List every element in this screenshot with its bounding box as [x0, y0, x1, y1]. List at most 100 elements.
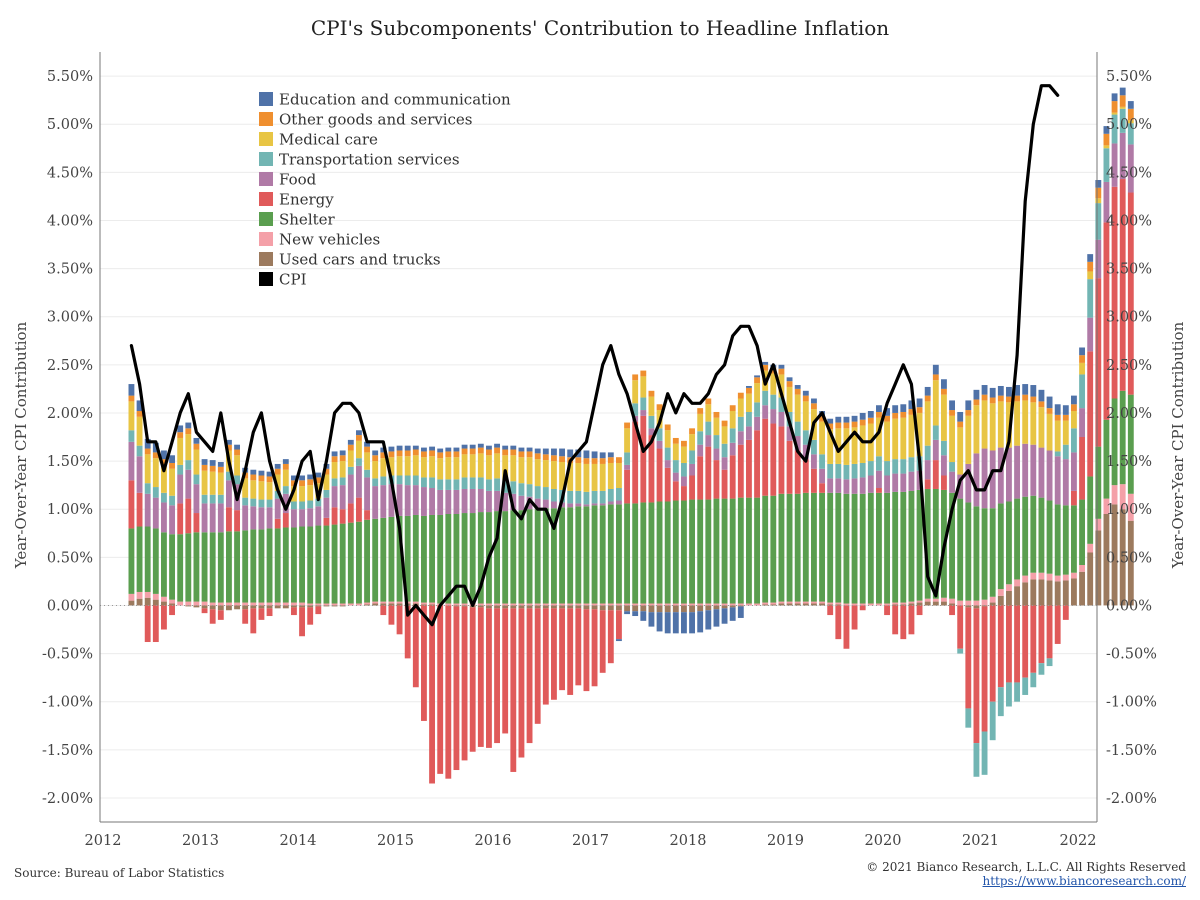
bar-segment: [177, 425, 184, 433]
bar-segment: [161, 464, 167, 493]
bar-segment: [1087, 552, 1094, 606]
bar-segment: [973, 605, 980, 609]
bar-segment: [965, 607, 972, 709]
y-tick-label-right: 0.50%: [1106, 550, 1152, 566]
bar-segment: [486, 490, 492, 513]
bar-segment: [1054, 456, 1061, 505]
bar-segment: [616, 605, 622, 611]
bar-segment: [827, 463, 834, 479]
bar-segment: [193, 484, 200, 514]
bar-segment: [965, 708, 972, 728]
bar-segment: [136, 411, 143, 417]
bar-segment: [429, 602, 435, 605]
bar-segment: [1054, 575, 1061, 582]
bar-segment: [713, 417, 720, 436]
bar-segment: [632, 503, 639, 604]
bar-segment: [307, 474, 314, 480]
bar-segment: [664, 612, 671, 634]
bar-segment: [681, 486, 687, 501]
bar-segment: [843, 605, 850, 649]
bar-segment: [412, 449, 419, 456]
bar-segment: [786, 377, 793, 382]
bar-segment: [331, 507, 338, 525]
bar-segment: [754, 603, 760, 606]
bar-segment: [640, 376, 647, 398]
bar-segment: [689, 428, 695, 435]
bar-segment: [754, 402, 760, 417]
bar-segment: [1030, 579, 1037, 606]
bar-segment: [819, 415, 825, 422]
bar-segment: [859, 605, 866, 611]
bar-segment: [331, 603, 338, 606]
bar-segment: [396, 445, 403, 451]
bar-segment: [1062, 414, 1069, 421]
bar-segment: [388, 484, 395, 517]
bar-segment: [169, 462, 175, 469]
bar-segment: [632, 603, 639, 606]
bar-segment: [949, 471, 955, 493]
bar-segment: [705, 421, 712, 436]
bar-segment: [664, 424, 671, 431]
bar-segment: [916, 600, 923, 603]
bar-segment: [201, 503, 208, 533]
bar-segment: [1071, 578, 1077, 606]
website-link[interactable]: https://www.biancoresearch.com/: [982, 874, 1186, 888]
y-tick-label-right: -1.00%: [1106, 695, 1157, 711]
bar-segment: [1030, 605, 1037, 673]
bar-segment: [494, 603, 500, 606]
bar-segment: [794, 601, 801, 604]
bar-segment: [591, 458, 598, 464]
bar-segment: [1038, 579, 1045, 606]
bar-segment: [486, 608, 492, 748]
bar-segment: [965, 463, 972, 503]
bar-segment: [461, 454, 468, 478]
bar-segment: [242, 478, 249, 498]
bar-segment: [697, 605, 704, 612]
legend-label: Shelter: [279, 211, 336, 229]
bar-segment: [502, 605, 509, 609]
bar-segment: [1030, 444, 1037, 496]
bar-segment: [250, 605, 257, 609]
bar-segment: [299, 526, 305, 603]
bar-segment: [526, 447, 533, 452]
bar-segment: [835, 463, 842, 479]
bar-segment: [364, 604, 370, 606]
bar-segment: [282, 602, 289, 606]
bar-segment: [201, 601, 208, 606]
bar-segment: [900, 404, 907, 412]
bar-segment: [778, 493, 785, 602]
bar-segment: [559, 456, 565, 463]
bar-segment: [697, 611, 704, 633]
bar-segment: [526, 457, 533, 485]
bar-segment: [161, 532, 167, 597]
bar-segment: [1103, 222, 1110, 420]
bar-segment: [892, 602, 899, 605]
bar-segment: [599, 463, 606, 491]
bar-segment: [859, 603, 866, 606]
bar-segment: [713, 603, 720, 606]
bar-segment: [469, 513, 476, 604]
bar-segment: [762, 361, 769, 365]
bar-segment: [510, 510, 517, 604]
bar-segment: [705, 404, 712, 422]
bar-segment: [575, 506, 582, 604]
bar-segment: [884, 415, 890, 422]
bar-segment: [876, 470, 882, 489]
bar-segment: [169, 599, 175, 604]
bar-segment: [453, 606, 460, 771]
bar-segment: [1062, 574, 1069, 581]
bar-segment: [908, 603, 915, 606]
bar-segment: [819, 601, 825, 604]
bar-segment: [713, 605, 720, 610]
bar-segment: [128, 430, 135, 442]
bar-segment: [534, 448, 541, 454]
bar-segment: [152, 528, 159, 594]
legend-label: Other goods and services: [279, 111, 473, 129]
bar-segment: [217, 466, 224, 473]
bar-segment: [1038, 389, 1045, 402]
bar-segment: [152, 605, 159, 643]
bar-segment: [250, 474, 257, 481]
bar-segment: [486, 445, 492, 450]
bar-segment: [396, 605, 403, 635]
bar-segment: [551, 448, 557, 456]
